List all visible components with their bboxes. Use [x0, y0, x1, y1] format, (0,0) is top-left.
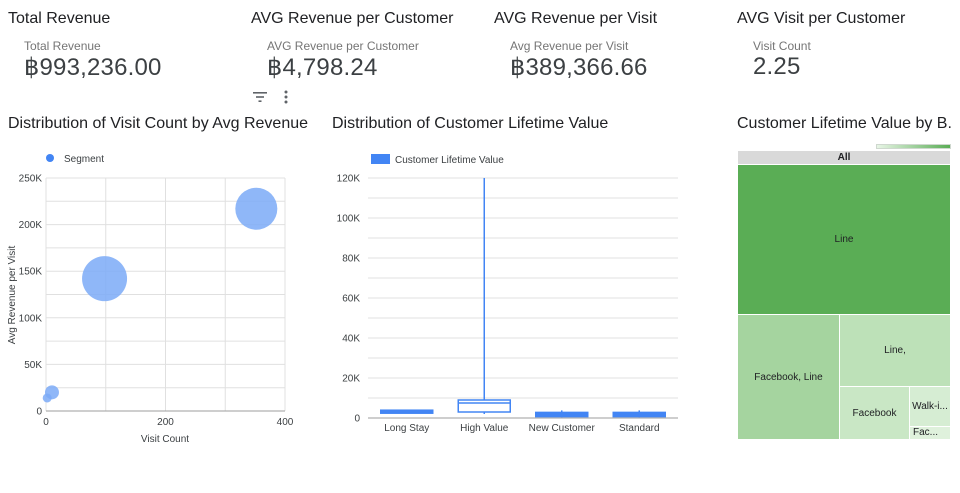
treemap-node-line-comma[interactable]: Line,	[840, 315, 950, 386]
y-tick-label: 0	[354, 414, 360, 425]
filter-icon[interactable]	[252, 89, 268, 105]
kpi-value-visit-count: 2.25	[753, 53, 801, 80]
treemap-node-facebook[interactable]: Facebook	[840, 387, 909, 439]
kpi-label-avg-revenue-per-customer: AVG Revenue per Customer	[267, 39, 419, 53]
x-axis-label: Visit Count	[141, 434, 189, 445]
kpi-header-avg-revenue-per-visit: AVG Revenue per Visit	[494, 10, 658, 27]
legend-label-clv: Customer Lifetime Value	[395, 155, 504, 166]
y-tick-label: 100K	[337, 214, 361, 225]
more-vert-icon[interactable]	[279, 89, 293, 105]
y-tick-label: 200K	[19, 220, 43, 231]
legend-swatch-clv	[371, 154, 390, 164]
bubble-point[interactable]	[42, 393, 52, 403]
treemap-node-walk-in[interactable]: Walk-i...	[910, 387, 950, 426]
y-tick-label: 60K	[342, 294, 360, 305]
box-high-value[interactable]	[457, 399, 511, 413]
bubble-chart: Segment 0 50K 100K 150K 200K 250K 0 200 400 Vis…	[7, 154, 294, 445]
treemap-node-facebook-line[interactable]: Facebook, Line	[738, 315, 839, 439]
treemap-root-header[interactable]: All	[738, 151, 950, 164]
y-tick-label: 40K	[342, 334, 360, 345]
y-tick-label: 50K	[24, 360, 42, 371]
treemap-color-scale	[876, 144, 951, 149]
legend-swatch-segment	[46, 154, 54, 162]
boxplot-chart: Customer Lifetime Value 0 20K 40K 60K 80K 100…	[337, 154, 678, 434]
kpi-label-total-revenue: Total Revenue	[24, 39, 101, 53]
x-tick-label: High Value	[460, 423, 509, 434]
y-tick-label: 20K	[342, 374, 360, 385]
x-tick-label: New Customer	[529, 423, 596, 434]
y-tick-label: 250K	[19, 174, 43, 185]
x-tick-label: Standard	[619, 423, 660, 434]
bubble-point[interactable]	[235, 187, 278, 230]
bubble-point[interactable]	[82, 256, 128, 302]
scatter-chart-title: Distribution of Visit Count by Avg Reven…	[8, 115, 308, 132]
kpi-value-avg-revenue-per-customer: ฿4,798.24	[267, 54, 378, 81]
x-tick-label: Long Stay	[384, 423, 429, 434]
y-axis-label: Avg Revenue per Visit	[7, 245, 18, 344]
y-tick-label: 80K	[342, 254, 360, 265]
kpi-label-avg-revenue-per-visit: Avg Revenue per Visit	[510, 39, 629, 53]
y-tick-label: 120K	[337, 174, 361, 185]
x-tick-label: 200	[157, 417, 174, 428]
y-tick-label: 0	[36, 407, 42, 418]
x-tick-label: 400	[277, 417, 294, 428]
treemap-node-line[interactable]: Line	[738, 165, 950, 314]
treemap-node-fac[interactable]: Fac...	[910, 427, 950, 439]
kpi-header-avg-visit-per-customer: AVG Visit per Customer	[737, 10, 906, 27]
kpi-value-total-revenue: ฿993,236.00	[24, 54, 162, 81]
kpi-value-avg-revenue-per-visit: ฿389,366.66	[510, 54, 648, 81]
legend-label-segment: Segment	[64, 154, 104, 165]
kpi-label-visit-count: Visit Count	[753, 39, 811, 53]
boxplot-chart-title: Distribution of Customer Lifetime Value	[332, 115, 609, 132]
kpi-header-total-revenue: Total Revenue	[8, 10, 111, 27]
kpi-header-avg-revenue-per-customer: AVG Revenue per Customer	[251, 10, 454, 27]
x-tick-label: 0	[43, 417, 49, 428]
y-tick-label: 100K	[19, 313, 43, 324]
y-tick-label: 150K	[19, 267, 43, 278]
treemap-chart-title: Customer Lifetime Value by B...	[737, 115, 952, 132]
